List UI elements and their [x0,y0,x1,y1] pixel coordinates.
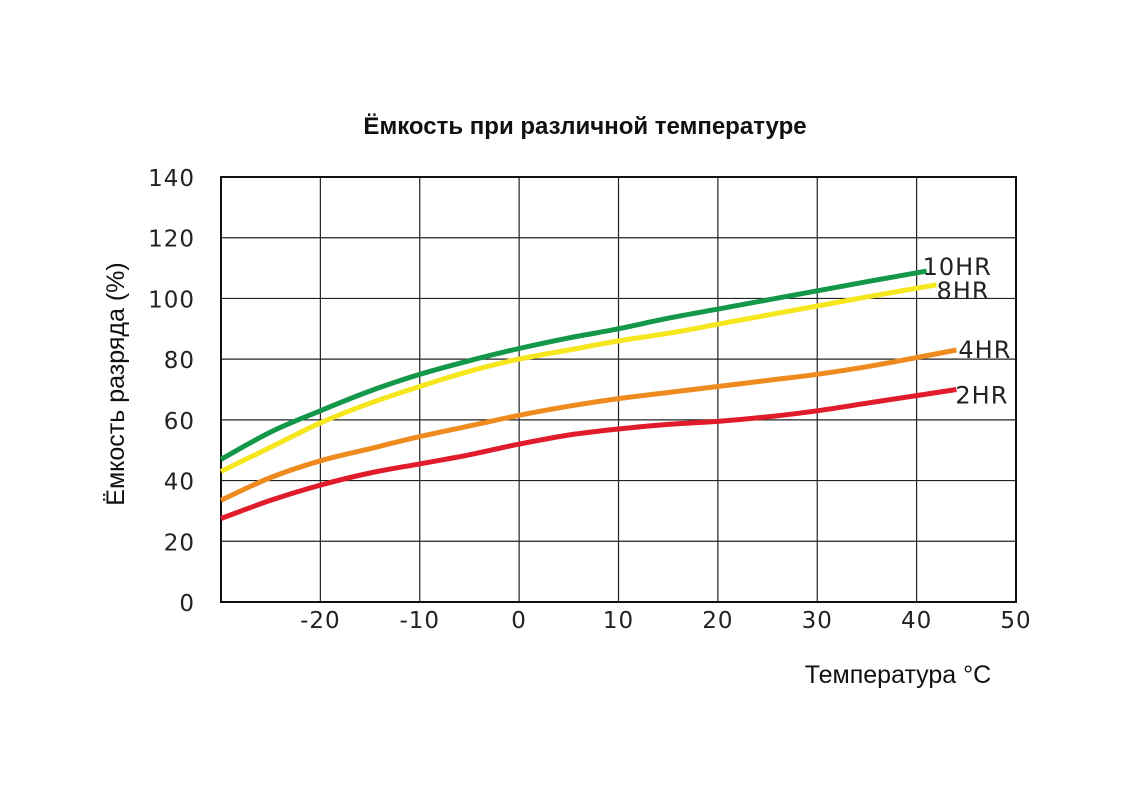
series-label-8hr: 8HR [937,277,990,305]
x-tick-label: -20 [300,608,341,634]
x-tick-label: -10 [399,608,440,634]
x-axis-tick-labels: -20 -10 0 10 20 30 40 50 [300,608,1031,634]
y-tick-label: 0 [179,591,195,617]
y-tick-label: 80 [164,348,195,374]
series-line-2hr [220,387,957,521]
series-label-4hr: 4HR [958,336,1011,364]
series-line-10hr [219,268,928,462]
x-tick-label: 20 [702,608,733,634]
y-tick-label: 60 [164,409,195,435]
series-line-8hr [219,282,937,474]
x-tick-label: 30 [802,608,833,634]
series-lines [219,268,957,521]
y-axis-label: Ёмкость разряда (%) [102,262,130,505]
y-tick-label: 20 [164,530,195,556]
y-tick-label: 140 [148,166,195,192]
y-tick-label: 120 [148,227,195,253]
series-line-4hr [219,347,957,503]
y-axis-tick-labels: 0 20 40 60 80 100 120 140 [148,166,195,617]
x-tick-label: 40 [901,608,932,634]
grid-lines [221,177,1016,602]
series-label-2hr: 2HR [955,382,1008,410]
plot-area-frame [220,176,1017,603]
y-tick-label: 100 [148,287,195,313]
y-tick-label: 40 [164,470,195,496]
x-tick-label: 0 [511,608,527,634]
x-tick-label: 50 [1000,608,1031,634]
x-axis-label: Температура °C [805,661,991,689]
chart-title: Ёмкость при различной температуре [363,113,806,140]
series-label-10hr: 10HR [923,253,992,281]
x-tick-label: 10 [603,608,634,634]
